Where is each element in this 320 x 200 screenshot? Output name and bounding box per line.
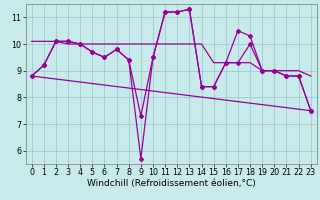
X-axis label: Windchill (Refroidissement éolien,°C): Windchill (Refroidissement éolien,°C) (87, 179, 256, 188)
